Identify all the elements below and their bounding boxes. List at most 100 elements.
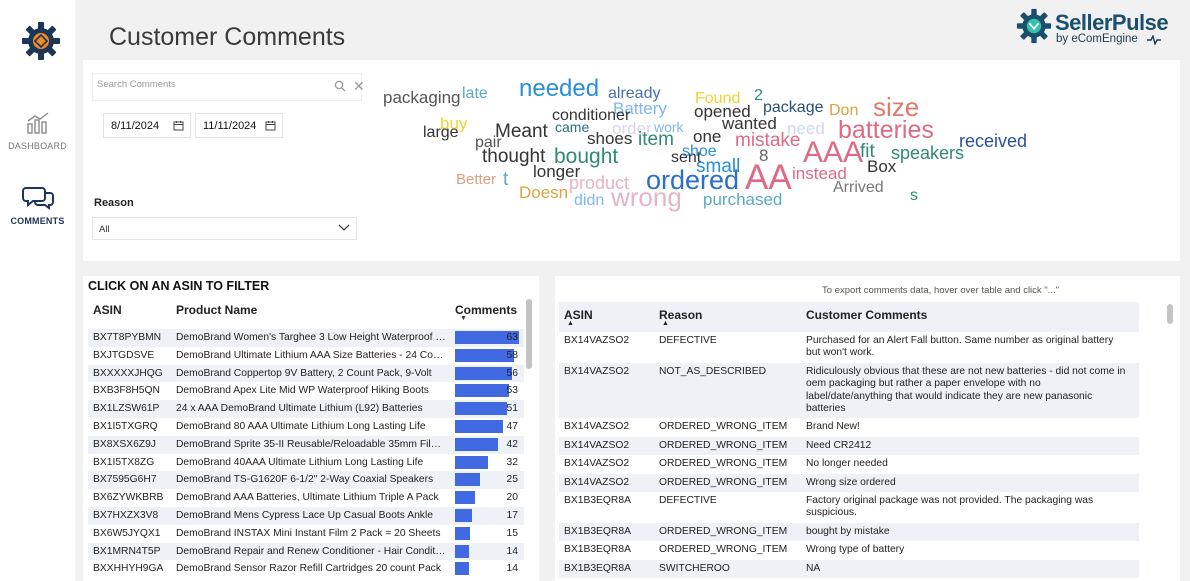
table-row[interactable]: BX7T8PYBMN DemoBrand Women's Targhee 3 Lo… [88, 329, 524, 347]
word-cloud-term[interactable]: product [569, 173, 630, 193]
word-cloud-term[interactable]: received [959, 131, 1028, 151]
asin-cell[interactable]: BX7HXZX3V8 [93, 509, 159, 521]
word-cloud-term[interactable]: s [910, 187, 918, 204]
word-cloud-term[interactable]: AAA [803, 136, 864, 169]
table-row[interactable]: BX1MRN4T5P DemoBrand Repair and Renew Con… [88, 542, 524, 561]
column-header-reason[interactable]: Reason [659, 308, 703, 322]
word-cloud-term[interactable]: Meant [495, 121, 548, 142]
word-cloud-term[interactable]: packaging [383, 88, 461, 107]
scrollbar[interactable] [1167, 304, 1173, 324]
calendar-icon[interactable] [265, 120, 276, 131]
search-icon[interactable] [334, 80, 346, 92]
word-cloud-term[interactable]: Better [456, 171, 497, 188]
asin-cell[interactable]: BX7T8PYBMN [93, 332, 162, 343]
word-cloud-term[interactable]: Doesn [519, 183, 569, 202]
table-row[interactable]: BXB3F8H5QN DemoBrand Apex Lite Mid WP Wat… [88, 382, 524, 400]
table-row[interactable]: BX6W5JYQX1 DemoBrand INSTAX Mini Instant … [88, 525, 524, 543]
word-cloud-term[interactable]: opened [694, 102, 751, 121]
table-row[interactable]: BX1B3EQR8A ORDERED_WRONG_ITEM Wrong type o… [559, 541, 1139, 559]
table-row[interactable]: BX1B3EQR8A ORDERED_WRONG_ITEM bought by mi… [559, 522, 1139, 542]
word-cloud-term[interactable]: conditioner [552, 107, 631, 124]
table-row[interactable]: BX1I5TX8ZG DemoBrand 40AAA Ultimate Lithi… [88, 454, 524, 472]
word-cloud-term[interactable]: shoes [587, 129, 633, 148]
word-cloud-term[interactable]: AA [745, 158, 792, 197]
table-row[interactable]: BXXXXXJHQG DemoBrand Coppertop 9V Battery… [88, 364, 524, 383]
asin-cell[interactable]: BX1I5TXGRQ [93, 420, 158, 432]
word-cloud-term[interactable]: pair [475, 134, 502, 151]
calendar-icon[interactable] [173, 120, 184, 131]
table-row[interactable]: BX14VAZSO2 ORDERED_WRONG_ITEM No longer ne… [559, 455, 1139, 473]
asin-cell[interactable]: BX1I5TX8ZG [93, 456, 155, 468]
table-row[interactable]: BX14VAZSO2 ORDERED_WRONG_ITEM Wrong size o… [559, 473, 1139, 493]
table-row[interactable]: BX14VAZSO2 ORDERED_WRONG_ITEM Brand New! [559, 418, 1139, 436]
table-row[interactable]: BX7595G6H7 DemoBrand TS-G1620F 6-1/2" 2-W… [88, 471, 524, 490]
asin-cell[interactable]: BX1LZSW61P [93, 403, 160, 415]
word-cloud-term[interactable]: wrong [611, 182, 682, 212]
table-row[interactable]: BX14VAZSO2 DEFECTIVE Purchased for an Aler… [559, 332, 1139, 363]
column-header-asin[interactable]: ASIN [93, 303, 122, 317]
word-cloud-term[interactable]: thought [482, 146, 546, 167]
asin-cell[interactable]: BX1MRN4T5P [93, 545, 161, 557]
table-row[interactable]: BXJTGDSVE DemoBrand Ultimate Lithium AAA … [88, 347, 524, 365]
word-cloud-term[interactable]: t [503, 169, 509, 190]
table-row[interactable]: BX1LZSW61P 24 x AAA DemoBrand Ultimate Li… [88, 400, 524, 418]
word-cloud-term[interactable]: Arrived [833, 179, 884, 196]
sort-icon[interactable]: ▲ [662, 320, 669, 327]
asin-cell[interactable]: BX7595G6H7 [93, 474, 157, 486]
sidebar-item-dashboard[interactable]: DASHBOARD [0, 111, 75, 151]
table-row[interactable]: BX6ZYWKBRB DemoBrand AAA Batteries, Ultim… [88, 489, 524, 507]
word-cloud-term[interactable]: need [787, 119, 825, 138]
word-cloud-term[interactable]: didn [574, 192, 605, 209]
asin-cell[interactable]: BXXHHYH9GA [93, 563, 164, 575]
word-cloud-term[interactable]: Don [829, 102, 859, 119]
table-row[interactable]: BXXHHYH9GA DemoBrand Sensor Razor Refill … [88, 560, 524, 578]
table-row[interactable]: BX14VAZSO2 NOT_AS_DESCRIBED Ridiculously o… [559, 362, 1139, 419]
scrollbar[interactable] [526, 299, 532, 369]
word-cloud-term[interactable]: wanted [722, 114, 777, 133]
word-cloud-term[interactable]: purchased [703, 190, 783, 209]
word-cloud-term[interactable]: large [423, 124, 459, 141]
brand-logo[interactable]: SellerPulse by eComEngine [1016, 7, 1176, 47]
word-cloud-term[interactable]: 2 [754, 87, 763, 104]
word-cloud-term[interactable]: work [654, 119, 684, 135]
table-row[interactable]: BX1B3EQR8A DEFECTIVE Factory original pack… [559, 492, 1139, 523]
word-cloud-term[interactable]: needed [519, 75, 600, 102]
word-cloud-term[interactable]: shoe [682, 143, 717, 160]
asin-cell[interactable]: BX6ZYWKBRB [93, 492, 164, 504]
word-cloud-term[interactable]: speakers [891, 143, 965, 163]
column-header-product-name[interactable]: Product Name [176, 303, 258, 317]
word-cloud-term[interactable]: item [638, 129, 674, 150]
table-row[interactable]: BX14VAZSO2 ORDERED_WRONG_ITEM Need CR2412 [559, 436, 1139, 456]
table-row[interactable]: BX1I5TXGRQ DemoBrand 80 AAA Ultimate Lith… [88, 418, 524, 436]
end-date-field[interactable]: 11/11/2024 [195, 113, 283, 138]
word-cloud-term[interactable]: Box [867, 157, 897, 176]
reason-dropdown[interactable]: All [92, 217, 357, 240]
word-cloud-term[interactable]: sent [671, 149, 702, 166]
start-date-field[interactable]: 8/11/2024 [103, 113, 191, 138]
asin-cell[interactable]: BXJTGDSVE [93, 349, 155, 361]
word-cloud-term[interactable]: Battery [613, 99, 667, 118]
sidebar-item-comments[interactable]: COMMENTS [0, 184, 75, 226]
word-cloud-term[interactable]: ordered [646, 165, 740, 195]
column-header-comments[interactable]: Comments [455, 303, 518, 317]
word-cloud-term[interactable]: already [608, 85, 661, 102]
table-row[interactable]: BX7HXZX3V8 DemoBrand Mens Cypress Lace Up… [88, 506, 524, 525]
word-cloud-term[interactable]: late [462, 85, 488, 102]
word-cloud-term[interactable]: mistake [735, 130, 801, 151]
word-cloud-term[interactable]: instead [792, 164, 847, 183]
column-header-asin[interactable]: ASIN [564, 308, 593, 322]
sellerpulse-gear-logo-icon[interactable] [21, 21, 61, 61]
word-cloud-term[interactable]: Found [695, 90, 741, 107]
word-cloud-term[interactable]: small [696, 156, 741, 177]
table-row[interactable]: BX8XSX6Z9J DemoBrand Sprite 35-II Reusabl… [88, 435, 524, 454]
sort-icon[interactable]: ▲ [567, 320, 574, 327]
word-cloud-term[interactable]: bought [554, 145, 619, 168]
word-cloud-term[interactable]: fit [860, 141, 875, 162]
asin-cell[interactable]: BXXXXXJHQG [93, 367, 163, 379]
word-cloud-term[interactable]: size [873, 92, 920, 122]
asin-cell[interactable]: BX6W5JYQX1 [93, 527, 161, 539]
word-cloud-term[interactable]: one [693, 127, 722, 146]
word-cloud-term[interactable]: package [763, 99, 824, 116]
table-row[interactable]: BX1B3EQR8A SWITCHEROO NA [559, 559, 1139, 579]
word-cloud-term[interactable]: buy [440, 114, 468, 133]
